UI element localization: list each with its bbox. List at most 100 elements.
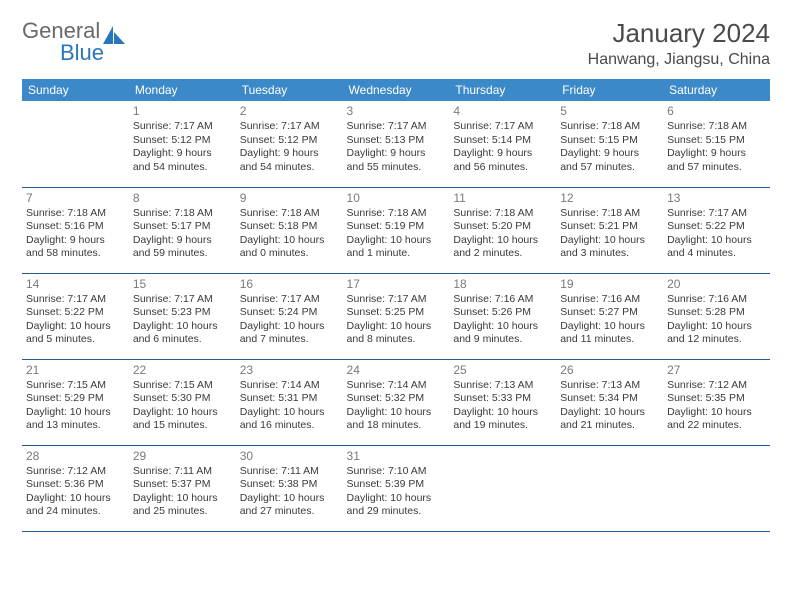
day-info: Sunrise: 7:18 AMSunset: 5:19 PMDaylight:…	[347, 207, 446, 261]
day-info: Sunrise: 7:16 AMSunset: 5:28 PMDaylight:…	[667, 293, 766, 347]
day-info: Sunrise: 7:17 AMSunset: 5:12 PMDaylight:…	[133, 120, 232, 174]
calendar-week: 14Sunrise: 7:17 AMSunset: 5:22 PMDayligh…	[22, 273, 770, 359]
day-info: Sunrise: 7:17 AMSunset: 5:22 PMDaylight:…	[26, 293, 125, 347]
day-number: 7	[26, 191, 125, 206]
calendar-cell: 12Sunrise: 7:18 AMSunset: 5:21 PMDayligh…	[556, 187, 663, 273]
day-info: Sunrise: 7:17 AMSunset: 5:13 PMDaylight:…	[347, 120, 446, 174]
calendar-body: 1Sunrise: 7:17 AMSunset: 5:12 PMDaylight…	[22, 101, 770, 531]
calendar-cell: 23Sunrise: 7:14 AMSunset: 5:31 PMDayligh…	[236, 359, 343, 445]
day-info: Sunrise: 7:18 AMSunset: 5:18 PMDaylight:…	[240, 207, 339, 261]
day-info: Sunrise: 7:10 AMSunset: 5:39 PMDaylight:…	[347, 465, 446, 519]
day-number: 6	[667, 104, 766, 119]
day-info: Sunrise: 7:15 AMSunset: 5:29 PMDaylight:…	[26, 379, 125, 433]
day-info: Sunrise: 7:18 AMSunset: 5:21 PMDaylight:…	[560, 207, 659, 261]
calendar-cell: 16Sunrise: 7:17 AMSunset: 5:24 PMDayligh…	[236, 273, 343, 359]
calendar-cell: 18Sunrise: 7:16 AMSunset: 5:26 PMDayligh…	[449, 273, 556, 359]
day-number: 31	[347, 449, 446, 464]
month-title: January 2024	[588, 18, 770, 49]
calendar-cell: 4Sunrise: 7:17 AMSunset: 5:14 PMDaylight…	[449, 101, 556, 187]
day-info: Sunrise: 7:12 AMSunset: 5:35 PMDaylight:…	[667, 379, 766, 433]
day-number: 13	[667, 191, 766, 206]
day-info: Sunrise: 7:11 AMSunset: 5:37 PMDaylight:…	[133, 465, 232, 519]
sail-icon	[103, 26, 125, 44]
calendar-week: 28Sunrise: 7:12 AMSunset: 5:36 PMDayligh…	[22, 445, 770, 531]
day-number: 8	[133, 191, 232, 206]
day-info: Sunrise: 7:14 AMSunset: 5:31 PMDaylight:…	[240, 379, 339, 433]
day-info: Sunrise: 7:14 AMSunset: 5:32 PMDaylight:…	[347, 379, 446, 433]
calendar-cell: 21Sunrise: 7:15 AMSunset: 5:29 PMDayligh…	[22, 359, 129, 445]
day-info: Sunrise: 7:12 AMSunset: 5:36 PMDaylight:…	[26, 465, 125, 519]
day-header: Wednesday	[343, 79, 450, 101]
calendar-cell: 8Sunrise: 7:18 AMSunset: 5:17 PMDaylight…	[129, 187, 236, 273]
day-info: Sunrise: 7:17 AMSunset: 5:14 PMDaylight:…	[453, 120, 552, 174]
calendar-cell: 6Sunrise: 7:18 AMSunset: 5:15 PMDaylight…	[663, 101, 770, 187]
day-info: Sunrise: 7:16 AMSunset: 5:26 PMDaylight:…	[453, 293, 552, 347]
day-number: 16	[240, 277, 339, 292]
calendar-cell: 10Sunrise: 7:18 AMSunset: 5:19 PMDayligh…	[343, 187, 450, 273]
day-number: 3	[347, 104, 446, 119]
location: Hanwang, Jiangsu, China	[588, 51, 770, 69]
day-number: 18	[453, 277, 552, 292]
day-info: Sunrise: 7:18 AMSunset: 5:15 PMDaylight:…	[560, 120, 659, 174]
day-number: 22	[133, 363, 232, 378]
day-number: 24	[347, 363, 446, 378]
day-number: 21	[26, 363, 125, 378]
day-header: Sunday	[22, 79, 129, 101]
calendar-cell: 20Sunrise: 7:16 AMSunset: 5:28 PMDayligh…	[663, 273, 770, 359]
day-number: 29	[133, 449, 232, 464]
day-info: Sunrise: 7:18 AMSunset: 5:15 PMDaylight:…	[667, 120, 766, 174]
header: GeneralBlue January 2024 Hanwang, Jiangs…	[22, 18, 770, 69]
day-info: Sunrise: 7:18 AMSunset: 5:20 PMDaylight:…	[453, 207, 552, 261]
day-header-row: Sunday Monday Tuesday Wednesday Thursday…	[22, 79, 770, 101]
calendar-cell: 31Sunrise: 7:10 AMSunset: 5:39 PMDayligh…	[343, 445, 450, 531]
day-info: Sunrise: 7:17 AMSunset: 5:23 PMDaylight:…	[133, 293, 232, 347]
calendar-cell: 9Sunrise: 7:18 AMSunset: 5:18 PMDaylight…	[236, 187, 343, 273]
calendar-cell	[22, 101, 129, 187]
logo-text-blue: Blue	[60, 40, 104, 66]
day-number: 19	[560, 277, 659, 292]
calendar-cell: 29Sunrise: 7:11 AMSunset: 5:37 PMDayligh…	[129, 445, 236, 531]
day-number: 28	[26, 449, 125, 464]
day-info: Sunrise: 7:17 AMSunset: 5:24 PMDaylight:…	[240, 293, 339, 347]
calendar-cell: 3Sunrise: 7:17 AMSunset: 5:13 PMDaylight…	[343, 101, 450, 187]
day-number: 5	[560, 104, 659, 119]
calendar-cell: 25Sunrise: 7:13 AMSunset: 5:33 PMDayligh…	[449, 359, 556, 445]
day-header: Thursday	[449, 79, 556, 101]
title-block: January 2024 Hanwang, Jiangsu, China	[588, 18, 770, 69]
calendar-cell: 5Sunrise: 7:18 AMSunset: 5:15 PMDaylight…	[556, 101, 663, 187]
calendar-table: Sunday Monday Tuesday Wednesday Thursday…	[22, 79, 770, 532]
day-number: 25	[453, 363, 552, 378]
day-number: 27	[667, 363, 766, 378]
calendar-week: 21Sunrise: 7:15 AMSunset: 5:29 PMDayligh…	[22, 359, 770, 445]
day-info: Sunrise: 7:18 AMSunset: 5:16 PMDaylight:…	[26, 207, 125, 261]
calendar-cell: 11Sunrise: 7:18 AMSunset: 5:20 PMDayligh…	[449, 187, 556, 273]
day-number: 26	[560, 363, 659, 378]
day-number: 4	[453, 104, 552, 119]
day-number: 2	[240, 104, 339, 119]
calendar-cell: 24Sunrise: 7:14 AMSunset: 5:32 PMDayligh…	[343, 359, 450, 445]
day-info: Sunrise: 7:11 AMSunset: 5:38 PMDaylight:…	[240, 465, 339, 519]
day-header: Tuesday	[236, 79, 343, 101]
day-header: Monday	[129, 79, 236, 101]
calendar-cell: 26Sunrise: 7:13 AMSunset: 5:34 PMDayligh…	[556, 359, 663, 445]
calendar-cell: 7Sunrise: 7:18 AMSunset: 5:16 PMDaylight…	[22, 187, 129, 273]
calendar-cell: 19Sunrise: 7:16 AMSunset: 5:27 PMDayligh…	[556, 273, 663, 359]
day-info: Sunrise: 7:17 AMSunset: 5:25 PMDaylight:…	[347, 293, 446, 347]
day-info: Sunrise: 7:13 AMSunset: 5:33 PMDaylight:…	[453, 379, 552, 433]
day-number: 23	[240, 363, 339, 378]
day-number: 9	[240, 191, 339, 206]
calendar-cell: 28Sunrise: 7:12 AMSunset: 5:36 PMDayligh…	[22, 445, 129, 531]
calendar-cell	[663, 445, 770, 531]
day-info: Sunrise: 7:15 AMSunset: 5:30 PMDaylight:…	[133, 379, 232, 433]
calendar-cell: 1Sunrise: 7:17 AMSunset: 5:12 PMDaylight…	[129, 101, 236, 187]
calendar-cell: 15Sunrise: 7:17 AMSunset: 5:23 PMDayligh…	[129, 273, 236, 359]
calendar-week: 7Sunrise: 7:18 AMSunset: 5:16 PMDaylight…	[22, 187, 770, 273]
logo: GeneralBlue	[22, 18, 125, 66]
day-number: 15	[133, 277, 232, 292]
day-number: 10	[347, 191, 446, 206]
day-info: Sunrise: 7:16 AMSunset: 5:27 PMDaylight:…	[560, 293, 659, 347]
day-number: 12	[560, 191, 659, 206]
calendar-cell	[556, 445, 663, 531]
calendar-cell: 17Sunrise: 7:17 AMSunset: 5:25 PMDayligh…	[343, 273, 450, 359]
calendar-cell: 2Sunrise: 7:17 AMSunset: 5:12 PMDaylight…	[236, 101, 343, 187]
